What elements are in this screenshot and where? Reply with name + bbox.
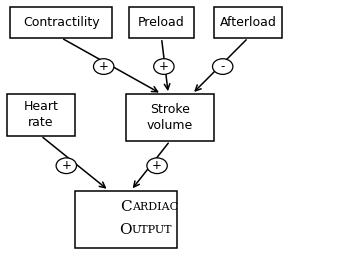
Text: +: +: [159, 60, 169, 73]
FancyBboxPatch shape: [7, 94, 75, 136]
FancyBboxPatch shape: [214, 7, 282, 38]
FancyBboxPatch shape: [10, 7, 112, 38]
Text: Preload: Preload: [138, 16, 185, 29]
Text: C: C: [120, 200, 132, 214]
Circle shape: [94, 59, 114, 74]
Text: Heart
rate: Heart rate: [23, 100, 58, 129]
FancyBboxPatch shape: [75, 191, 177, 248]
Circle shape: [56, 158, 76, 174]
Text: -: -: [221, 60, 225, 73]
Text: Afterload: Afterload: [220, 16, 277, 29]
Text: +: +: [61, 159, 71, 172]
Text: Stroke
volume: Stroke volume: [147, 103, 193, 132]
Text: O: O: [119, 223, 132, 237]
FancyBboxPatch shape: [129, 7, 194, 38]
Text: Contractility: Contractility: [23, 16, 100, 29]
Circle shape: [154, 59, 174, 74]
Text: +: +: [99, 60, 109, 73]
FancyBboxPatch shape: [126, 94, 214, 141]
Circle shape: [212, 59, 233, 74]
Text: UTPUT: UTPUT: [132, 225, 172, 235]
Text: +: +: [152, 159, 162, 172]
Text: ARDIAC: ARDIAC: [132, 202, 178, 212]
Circle shape: [147, 158, 167, 174]
